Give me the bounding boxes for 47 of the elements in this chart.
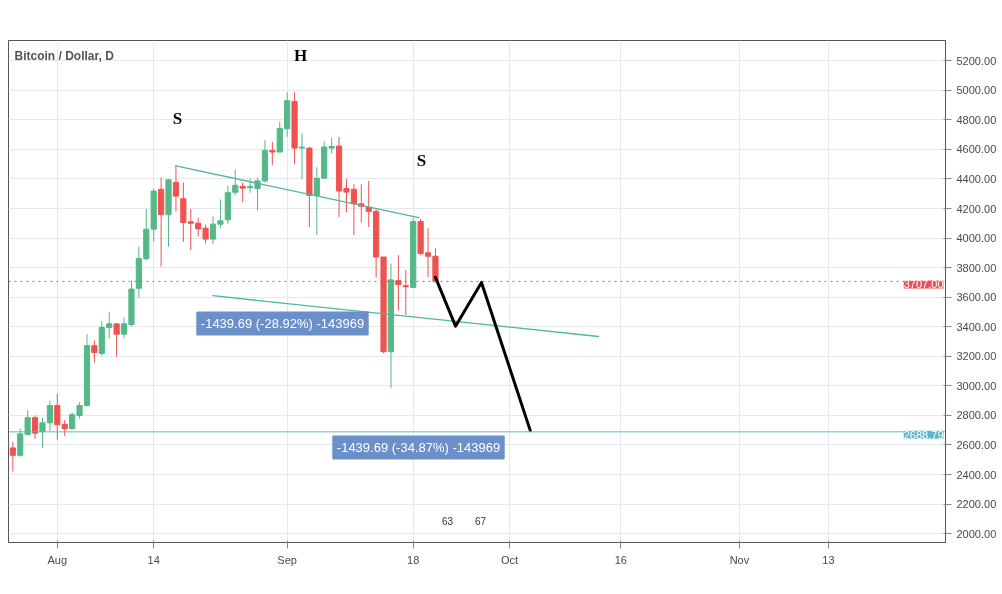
y-tick-label: 3000.00 <box>956 379 997 392</box>
candlestick <box>39 417 46 449</box>
y-tick-label: 3800.00 <box>956 261 997 274</box>
candlestick <box>217 199 224 229</box>
annotation: H <box>293 46 308 65</box>
candlestick <box>46 400 53 432</box>
annotation: 67 <box>474 515 487 527</box>
candlestick <box>269 141 276 166</box>
x-tick-label: Oct <box>501 553 519 566</box>
candlestick <box>209 215 217 245</box>
y-tick-label: 4400.00 <box>956 172 997 185</box>
y-tick-label: 4800.00 <box>956 113 997 126</box>
y-tick-label: 5200.00 <box>956 54 997 67</box>
annotation: S <box>172 109 183 128</box>
candlestick <box>172 164 180 212</box>
x-tick-label: 13 <box>822 553 835 566</box>
candlestick <box>9 441 16 473</box>
text: Bitcoin / Dollar, D <box>14 48 115 63</box>
x-tick-label: Nov <box>729 553 750 566</box>
annotation: S <box>416 151 427 170</box>
y-tick-label: 5000.00 <box>956 84 997 97</box>
x-tick-label: Aug <box>47 553 68 566</box>
y-tick-label: 3600.00 <box>956 291 997 304</box>
candlestick <box>298 132 306 180</box>
candlestick <box>31 414 39 440</box>
x-tick-label: 14 <box>147 553 160 566</box>
y-tick-label: 2800.00 <box>956 409 997 422</box>
y-tick-label: 3200.00 <box>956 350 997 363</box>
candlestick <box>91 339 98 364</box>
y-tick-label: 4600.00 <box>956 143 997 156</box>
ref-line-label: 2688.79 <box>903 428 944 441</box>
y-tick-label: 4000.00 <box>956 232 997 245</box>
y-tick-label: 2400.00 <box>956 468 997 481</box>
y-tick-label: 2600.00 <box>956 438 997 451</box>
annotation: -1439.69 (-34.87%) -143969 <box>336 440 501 455</box>
candlestick <box>239 182 246 203</box>
y-tick-label: 2200.00 <box>956 498 997 511</box>
y-tick-label: 4200.00 <box>956 202 997 215</box>
annotation: 63 <box>441 515 454 527</box>
annotation: -1439.69 (-28.92%) -143969 <box>200 316 365 331</box>
x-tick-label: 16 <box>614 553 627 566</box>
y-tick-label: 3400.00 <box>956 320 997 333</box>
x-tick-label: Sep <box>277 553 297 566</box>
candlestick <box>113 322 120 358</box>
y-tick-label: 2000.00 <box>956 527 997 540</box>
x-tick-label: 18 <box>407 553 420 566</box>
ref-line-label: 3707.00 <box>903 278 944 291</box>
